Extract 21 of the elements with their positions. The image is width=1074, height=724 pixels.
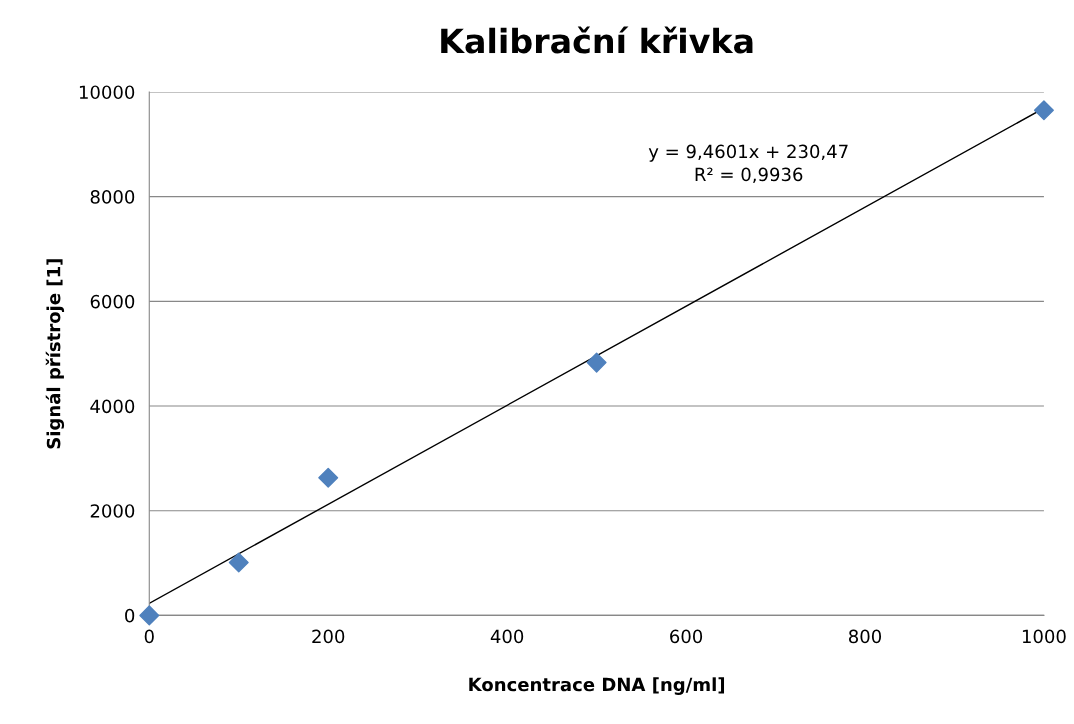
point [228, 552, 249, 573]
point [1033, 100, 1054, 121]
y-tick-label: 6000 [90, 294, 135, 309]
x-tick-label: 400 [490, 629, 524, 644]
y-tick-label: 2000 [90, 504, 135, 518]
x-tick-label: 200 [312, 629, 345, 644]
y-axis-title: Signál přístroje [1] [45, 259, 65, 449]
x-tick-label: 1000 [1022, 629, 1066, 644]
x-tick-label: 600 [670, 629, 703, 644]
x-tick-label: 0 [144, 629, 154, 644]
y-tick-label: 10000 [79, 85, 135, 100]
point [318, 467, 339, 488]
y-tick-label: 4000 [90, 399, 135, 414]
y-tick-label: 0 [125, 608, 135, 623]
x-tick-label: 800 [848, 629, 882, 644]
point [586, 352, 607, 373]
annotation: y = 9,4601x + 230,47 R² = 0,9936 [648, 144, 848, 184]
chart-title: Kalibrační křivka [441, 26, 753, 54]
y-tick-label: 8000 [90, 190, 135, 204]
point [139, 605, 160, 626]
x-axis-title: Koncentrace DNA [ng/ml] [469, 677, 725, 695]
